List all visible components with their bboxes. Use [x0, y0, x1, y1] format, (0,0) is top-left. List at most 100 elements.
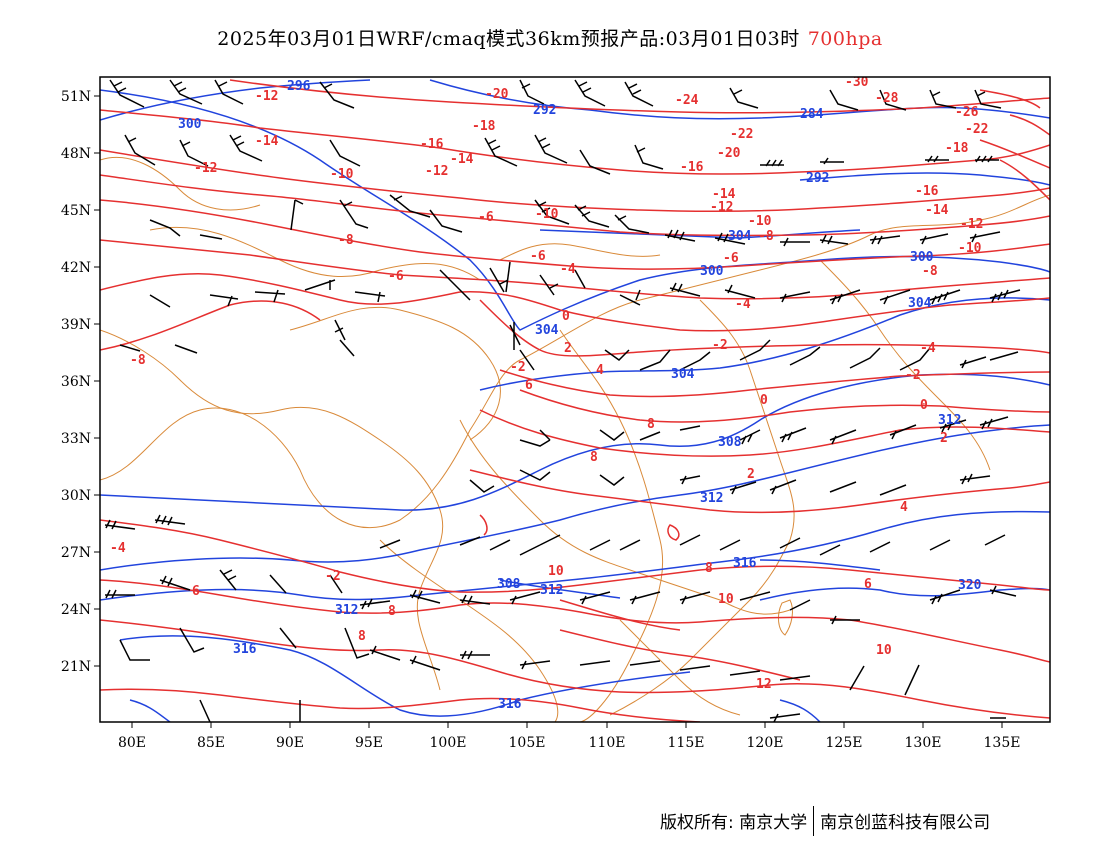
temp-label: -14	[255, 134, 279, 149]
title-main: 2025年03月01日WRF/cmaq模式36km预报产品:03月01日03时	[217, 28, 800, 50]
lon-tick-label: 135E	[984, 735, 1021, 751]
height-label: 308	[497, 577, 521, 592]
temp-label: 8	[358, 629, 366, 644]
temp-label: 0	[562, 309, 570, 324]
temp-label: 2	[940, 431, 948, 446]
temp-label: -2	[712, 338, 728, 353]
lat-tick-label: 24N	[61, 602, 91, 618]
lat-axis	[94, 95, 100, 667]
lat-tick-labels: 51N 48N 45N 42N 39N 36N 33N 30N 27N 24N …	[61, 89, 91, 675]
lon-tick-labels: 80E 85E 90E 95E 100E 105E 110E 115E 120E…	[118, 735, 1021, 751]
temp-label: -22	[730, 127, 753, 142]
copyright-right: 南京创蓝科技有限公司	[820, 813, 991, 833]
pressure-level: 700hpa	[807, 28, 883, 50]
height-label: 292	[533, 103, 556, 118]
temp-label: -12	[194, 161, 217, 176]
temp-label: -10	[958, 241, 982, 256]
temp-label: -4	[735, 297, 751, 312]
temp-label: -12	[255, 89, 278, 104]
temperature-contours	[100, 79, 1050, 722]
temp-label: -8	[922, 264, 938, 279]
lon-tick-label: 90E	[276, 735, 304, 751]
height-contours	[100, 79, 1050, 722]
temp-label: -26	[955, 105, 979, 120]
temp-label: -12	[710, 200, 733, 215]
height-label: 312	[938, 413, 961, 428]
temp-label: -16	[915, 184, 939, 199]
height-label: 312	[540, 583, 563, 598]
temp-label: -22	[965, 122, 988, 137]
temp-label: -8	[758, 229, 774, 244]
temp-label: 8	[388, 604, 396, 619]
temp-label: 4	[596, 363, 604, 378]
height-label: 316	[733, 556, 757, 571]
temp-label: -16	[420, 137, 444, 152]
temp-label: 6	[192, 584, 200, 599]
height-label: 304	[671, 367, 695, 382]
temperature-labels: -30 -28 -26 -24 -22 -22 -20 -20 -18 -18 …	[110, 75, 988, 692]
lon-tick-label: 85E	[197, 735, 225, 751]
temp-label: -28	[875, 91, 899, 106]
temp-label: 10	[718, 592, 734, 607]
lat-tick-label: 36N	[61, 374, 91, 390]
temp-label: -10	[330, 167, 354, 182]
temp-label: -10	[748, 214, 772, 229]
temp-label: -6	[388, 269, 404, 284]
height-label: 308	[718, 435, 742, 450]
temp-label: -8	[338, 233, 354, 248]
temp-label: 12	[756, 677, 772, 692]
temp-label: 8	[705, 561, 713, 576]
lat-tick-label: 39N	[61, 317, 91, 333]
temp-label: -12	[960, 217, 983, 232]
temp-label: -20	[485, 87, 509, 102]
height-label: 300	[910, 250, 934, 265]
copyright-left: 版权所有: 南京大学	[660, 813, 808, 833]
lon-tick-label: 115E	[668, 735, 705, 751]
height-label: 296	[287, 79, 311, 94]
temp-label: -12	[425, 164, 448, 179]
height-label: 312	[335, 603, 358, 618]
temp-label: -16	[680, 160, 704, 175]
height-label: 300	[700, 264, 724, 279]
wind-barbs	[104, 79, 1021, 722]
temp-label: -14	[712, 187, 736, 202]
plot-frame	[99, 76, 1051, 723]
lon-tick-label: 120E	[747, 735, 784, 751]
temp-label: -18	[472, 119, 496, 134]
height-label: 316	[498, 697, 522, 712]
temp-label: -24	[675, 93, 699, 108]
temp-label: -4	[920, 341, 936, 356]
temp-label: 8	[647, 417, 655, 432]
temp-label: -14	[925, 203, 949, 218]
temp-label: -4	[560, 262, 576, 277]
temp-label: -6	[478, 210, 494, 225]
temp-label: 2	[564, 341, 572, 356]
temp-label: -20	[717, 146, 741, 161]
lat-tick-label: 33N	[61, 431, 91, 447]
lon-tick-label: 95E	[355, 735, 383, 751]
copyright-footer: 版权所有: 南京大学 南京创蓝科技有限公司	[660, 806, 1060, 838]
lon-tick-label: 130E	[905, 735, 942, 751]
height-label: 304	[535, 323, 559, 338]
temp-label: 6	[525, 378, 533, 393]
lat-tick-label: 21N	[61, 659, 91, 675]
temp-label: 0	[760, 393, 768, 408]
height-label: 304	[908, 296, 932, 311]
temp-label: -6	[723, 251, 739, 266]
lon-tick-label: 100E	[430, 735, 467, 751]
lon-tick-label: 110E	[589, 735, 626, 751]
temp-label: 10	[876, 643, 892, 658]
temp-label: -2	[905, 368, 921, 383]
lat-tick-label: 45N	[61, 203, 91, 219]
height-labels: 296 300 292 284 292 304 300 300 304 304 …	[178, 79, 982, 712]
temp-label: 8	[590, 450, 598, 465]
temp-label: -30	[845, 75, 869, 90]
lat-tick-label: 42N	[61, 260, 91, 276]
lon-tick-label: 105E	[509, 735, 546, 751]
temp-label: -2	[325, 569, 341, 584]
height-label: 292	[806, 171, 829, 186]
temp-label: 0	[920, 398, 928, 413]
height-label: 284	[800, 107, 824, 122]
temp-label: 4	[900, 500, 908, 515]
